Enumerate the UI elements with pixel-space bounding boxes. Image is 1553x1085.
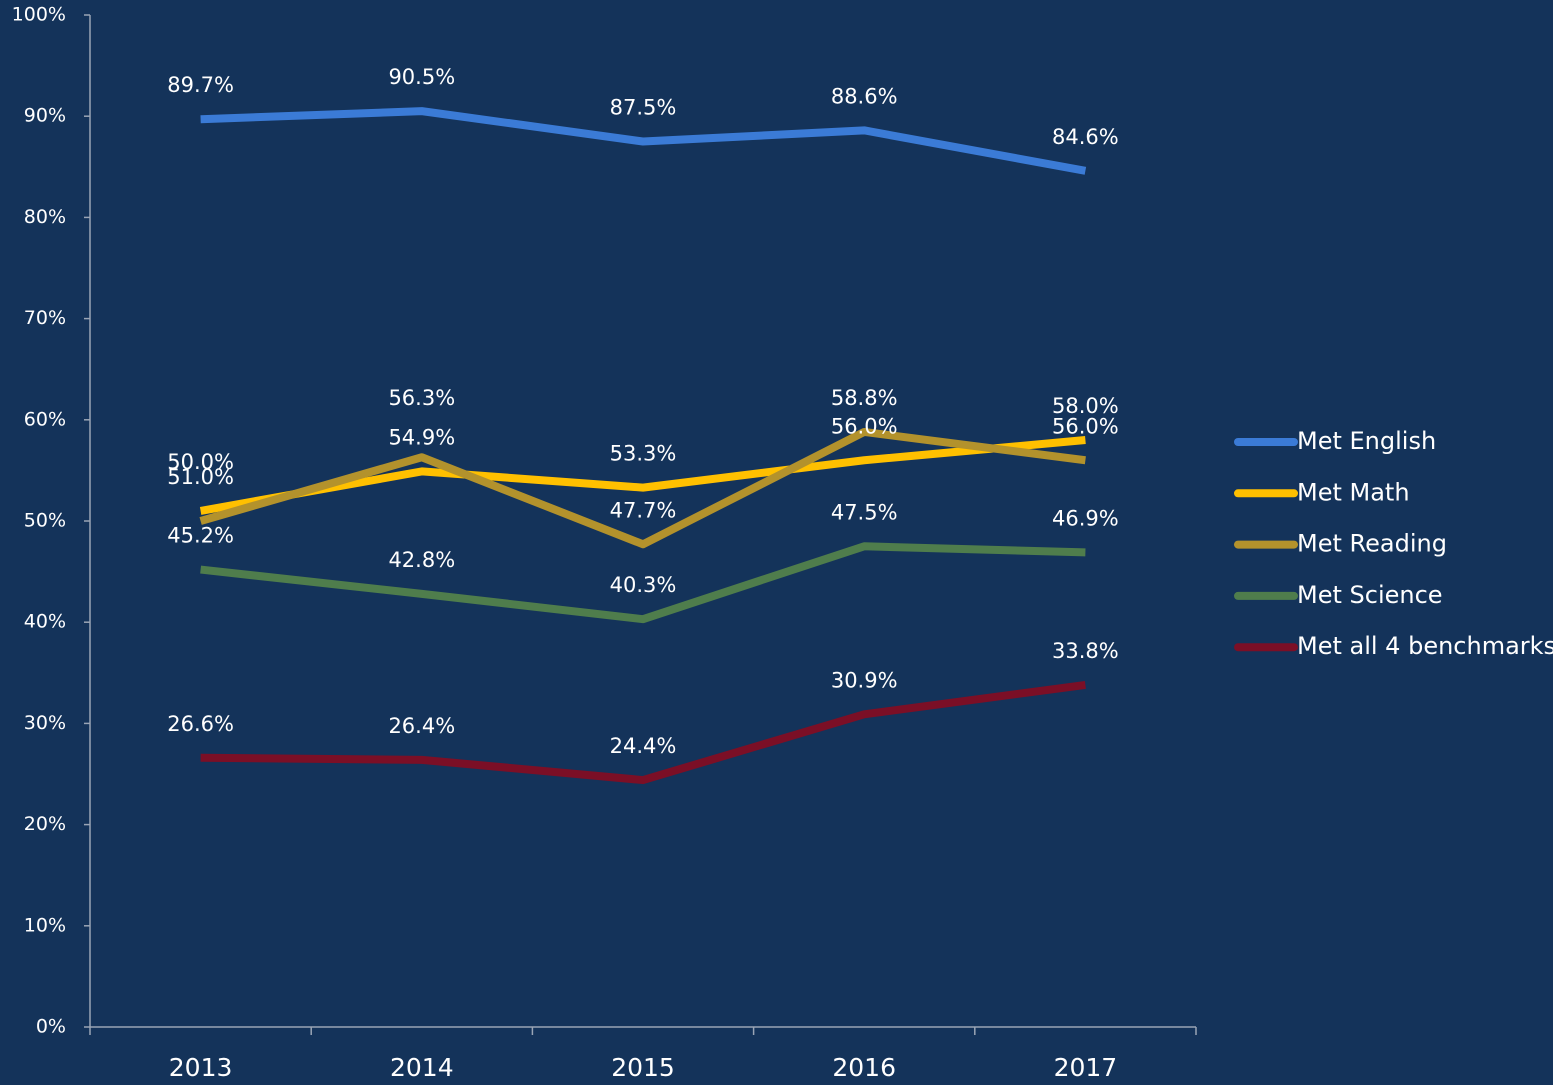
data-label: 88.6% [831,84,898,108]
x-tick-label: 2015 [611,1053,675,1082]
data-label: 33.8% [1052,639,1119,663]
legend-label: Met Reading [1297,530,1447,558]
data-label: 56.0% [1052,414,1119,438]
series-line [201,685,1086,780]
y-tick-label: 60% [24,408,66,430]
legend-label: Met Science [1297,581,1443,609]
data-label: 42.8% [388,548,455,572]
data-label: 30.9% [831,668,898,692]
data-label: 90.5% [388,65,455,89]
y-tick-label: 0% [36,1016,66,1038]
page: {"chart_data": { "type": "line", "catego… [0,0,1553,1085]
data-label: 24.4% [610,734,677,758]
x-tick-label: 2017 [1054,1053,1118,1082]
y-tick-label: 100% [12,4,66,26]
data-label: 46.9% [1052,506,1119,530]
y-tick-label: 80% [24,206,66,228]
series-line [201,111,1086,171]
legend-label: Met all 4 benchmarks [1297,632,1553,660]
x-tick-label: 2014 [390,1053,454,1082]
y-tick-label: 40% [24,611,66,633]
data-label: 87.5% [610,96,677,120]
data-label: 45.2% [167,524,234,548]
data-label: 47.5% [831,500,898,524]
data-label: 26.4% [388,714,455,738]
chart: 0% 10% 20% 30% 40% 50% 60% 70% 80% 90% 100% 2013 201… [0,0,1553,1085]
data-label: 47.7% [610,498,677,522]
y-tick-label: 70% [24,307,66,329]
y-tick-label: 90% [24,105,66,127]
data-label: 89.7% [167,73,234,97]
y-tick-label: 10% [24,914,66,936]
data-label: 84.6% [1052,125,1119,149]
data-label: 50.0% [167,450,234,474]
data-label: 56.3% [388,386,455,410]
y-tick-label: 20% [24,813,66,835]
data-label: 40.3% [610,573,677,597]
x-tick-label: 2013 [169,1053,233,1082]
data-label: 53.3% [610,442,677,466]
x-tick-label: 2016 [832,1053,896,1082]
y-tick-label: 30% [24,712,66,734]
data-label: 26.6% [167,712,234,736]
data-label: 56.0% [831,414,898,438]
y-tick-label: 50% [24,510,66,532]
data-label: 58.8% [831,386,898,410]
legend-label: Met English [1297,427,1436,455]
data-label: 54.9% [388,425,455,449]
legend-label: Met Math [1297,478,1410,506]
